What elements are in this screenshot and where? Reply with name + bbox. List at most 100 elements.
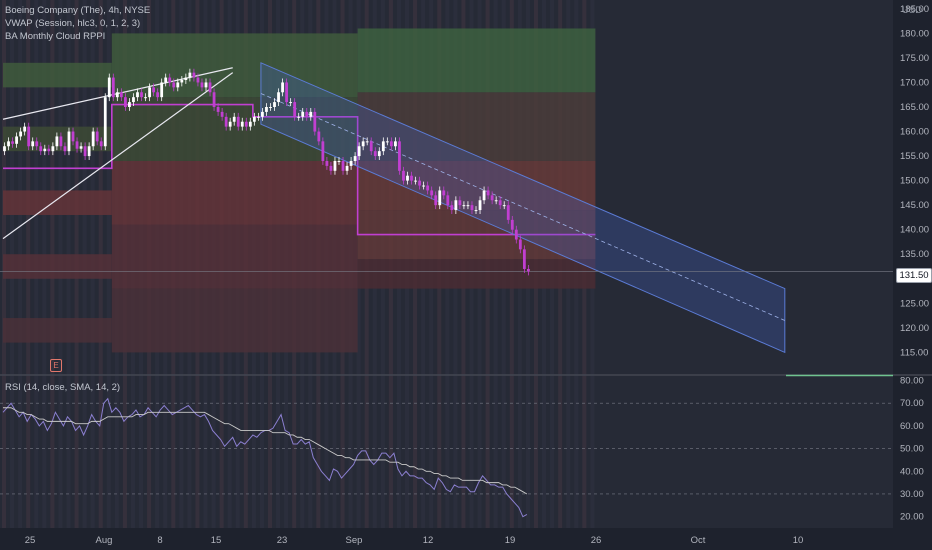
candle-body [273, 102, 276, 107]
candle-body [329, 165, 333, 171]
candle-body [265, 106, 268, 112]
candle-body [498, 200, 502, 206]
last-price-tag: 131.50 [896, 268, 932, 283]
candle-body [301, 111, 305, 117]
rsi-tick-label: 30.00 [900, 489, 924, 500]
candle-body [236, 116, 240, 127]
candle-body [144, 97, 147, 99]
candle-body [454, 200, 458, 211]
chart-title: Boeing Company (The), 4h, NYSE [5, 5, 151, 16]
candle-body [156, 92, 160, 98]
rsi-tick-label: 70.00 [900, 398, 924, 409]
time-tick-label: 23 [277, 535, 288, 546]
cloud-zone [357, 259, 596, 289]
candle-body [31, 141, 35, 147]
candle-body [381, 141, 385, 152]
candle-body [297, 116, 301, 118]
candle-body [466, 205, 470, 207]
candle-body [261, 111, 264, 117]
candle-body [470, 205, 474, 211]
candle-body [148, 87, 151, 98]
price-tick-label: 150.00 [900, 176, 929, 187]
price-tick-label: 180.00 [900, 28, 929, 39]
earnings-icon[interactable]: E [50, 359, 62, 372]
candle-body [252, 116, 256, 122]
candle-body [402, 170, 405, 181]
candle-body [522, 249, 526, 269]
candle-body [43, 148, 47, 152]
candle-body [111, 77, 115, 98]
candle-body [398, 141, 401, 171]
candle-body [192, 72, 196, 78]
candle-body [482, 190, 486, 201]
vwap-line [3, 103, 596, 236]
candle-body [196, 77, 200, 83]
candle-body [289, 102, 293, 104]
price-tick-label: 165.00 [900, 102, 929, 113]
candle-body [63, 146, 67, 152]
candle-body [410, 175, 413, 181]
candle-body [103, 97, 107, 147]
rsi-tick-label: 50.00 [900, 444, 924, 455]
time-tick-label: 15 [211, 535, 222, 546]
candle-body [474, 210, 478, 212]
time-tick-label: 19 [505, 535, 516, 546]
candle-body [79, 146, 83, 149]
vwap-legend[interactable]: VWAP (Session, hlc3, 0, 1, 2, 3) [5, 18, 141, 29]
cloud-legend[interactable]: BA Monthly Cloud RPPI [5, 31, 106, 42]
candle-body [438, 190, 442, 206]
candle-body [220, 111, 224, 117]
candle-body [277, 92, 280, 103]
rsi-ma-line [3, 407, 528, 495]
candle-body [228, 121, 232, 127]
candle-body [450, 205, 454, 211]
candle-body [3, 146, 6, 152]
candle-body [83, 146, 87, 157]
candle-body [168, 77, 172, 83]
candle-body [285, 82, 288, 103]
cloud-zone [357, 92, 596, 161]
price-tick-label: 170.00 [900, 77, 929, 88]
candle-body [365, 141, 369, 143]
candle-body [216, 106, 220, 112]
cloud-zone [3, 62, 112, 88]
rsi-legend[interactable]: RSI (14, close, SMA, 14, 2) [5, 382, 121, 393]
candle-body [51, 146, 55, 152]
rsi-tick-label: 20.00 [900, 512, 924, 523]
candle-body [35, 141, 39, 147]
candle-body [293, 102, 297, 117]
candle-body [502, 205, 506, 207]
candle-body [160, 82, 164, 98]
candle-body [27, 126, 31, 147]
cloud-zone [3, 190, 112, 215]
candle-body [180, 80, 184, 83]
candle-body [394, 141, 397, 147]
candle-body [313, 111, 317, 132]
candle-body [240, 121, 244, 127]
price-tick-label: 125.00 [900, 298, 929, 309]
candle-body [422, 185, 426, 187]
candle-body [377, 151, 381, 157]
cloud-zone [357, 160, 596, 211]
candle-body [11, 141, 14, 144]
candle-body [152, 87, 156, 93]
candle-body [309, 111, 313, 117]
candle-body [15, 136, 18, 144]
candle-body [7, 141, 10, 147]
candle-body [506, 205, 510, 220]
candle-body [357, 146, 361, 157]
candle-body [204, 82, 208, 88]
cloud-zone [111, 288, 358, 353]
candle-body [446, 195, 450, 206]
candle-body [385, 141, 389, 143]
time-tick-label: Oct [691, 535, 706, 546]
cloud-zone [111, 224, 358, 289]
candle-body [75, 141, 79, 149]
candle-body [47, 148, 51, 152]
candle-body [172, 82, 176, 88]
time-tick-label: 8 [157, 535, 162, 546]
candle-body [345, 165, 349, 171]
regression-channel [260, 62, 786, 354]
